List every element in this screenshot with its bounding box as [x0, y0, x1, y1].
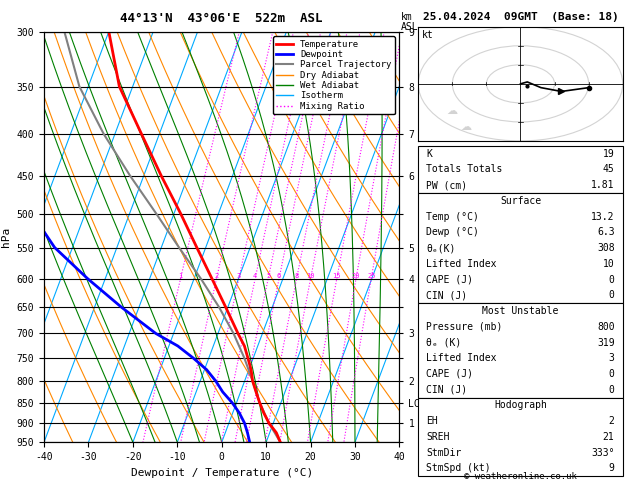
Bar	[418, 303, 623, 398]
Text: 333°: 333°	[591, 448, 615, 458]
Text: ☁: ☁	[447, 106, 458, 116]
Text: Surface: Surface	[500, 196, 541, 206]
Text: 45: 45	[603, 164, 615, 174]
Text: SREH: SREH	[426, 432, 450, 442]
X-axis label: Dewpoint / Temperature (°C): Dewpoint / Temperature (°C)	[131, 468, 313, 478]
Text: 21: 21	[603, 432, 615, 442]
Text: 3: 3	[609, 353, 615, 363]
Text: StmSpd (kt): StmSpd (kt)	[426, 464, 491, 473]
Text: Lifted Index: Lifted Index	[426, 353, 497, 363]
Text: 800: 800	[597, 322, 615, 332]
Text: CAPE (J): CAPE (J)	[426, 275, 474, 285]
Text: 308: 308	[597, 243, 615, 253]
Text: EH: EH	[426, 416, 438, 426]
Text: 25: 25	[367, 273, 376, 278]
Text: K: K	[426, 149, 432, 158]
Text: PW (cm): PW (cm)	[426, 180, 467, 190]
Text: 5: 5	[266, 273, 270, 278]
Bar	[418, 146, 623, 193]
Text: Totals Totals: Totals Totals	[426, 164, 503, 174]
Text: CIN (J): CIN (J)	[426, 290, 467, 300]
Text: Pressure (mb): Pressure (mb)	[426, 322, 503, 332]
Text: 10: 10	[603, 259, 615, 269]
Y-axis label: hPa: hPa	[1, 227, 11, 247]
Text: 1: 1	[179, 273, 182, 278]
Text: ☁: ☁	[460, 122, 472, 132]
Text: 20: 20	[352, 273, 360, 278]
Text: ASL: ASL	[401, 22, 419, 32]
Text: 6.3: 6.3	[597, 227, 615, 237]
Text: 0: 0	[609, 290, 615, 300]
Text: 9: 9	[609, 464, 615, 473]
Text: kt: kt	[423, 30, 434, 40]
Text: 3: 3	[237, 273, 241, 278]
Text: km: km	[401, 12, 413, 22]
Bar	[418, 193, 623, 303]
Text: 44°13'N  43°06'E  522m  ASL: 44°13'N 43°06'E 522m ASL	[121, 12, 323, 25]
Text: CIN (J): CIN (J)	[426, 385, 467, 395]
Text: Dewp (°C): Dewp (°C)	[426, 227, 479, 237]
Text: 8: 8	[294, 273, 299, 278]
Text: 1.81: 1.81	[591, 180, 615, 190]
Text: 0: 0	[609, 385, 615, 395]
Text: θₑ (K): θₑ (K)	[426, 337, 462, 347]
Text: 319: 319	[597, 337, 615, 347]
Text: 4: 4	[253, 273, 257, 278]
Bar	[418, 398, 623, 476]
Text: © weatheronline.co.uk: © weatheronline.co.uk	[464, 472, 577, 481]
Text: StmDir: StmDir	[426, 448, 462, 458]
Legend: Temperature, Dewpoint, Parcel Trajectory, Dry Adiabat, Wet Adiabat, Isotherm, Mi: Temperature, Dewpoint, Parcel Trajectory…	[273, 36, 395, 114]
Text: 25.04.2024  09GMT  (Base: 18): 25.04.2024 09GMT (Base: 18)	[423, 12, 618, 22]
Text: Most Unstable: Most Unstable	[482, 306, 559, 316]
Text: Hodograph: Hodograph	[494, 400, 547, 411]
Text: 13.2: 13.2	[591, 211, 615, 222]
Text: CAPE (J): CAPE (J)	[426, 369, 474, 379]
Text: 2: 2	[214, 273, 219, 278]
Text: 10: 10	[306, 273, 315, 278]
Text: 2: 2	[609, 416, 615, 426]
Text: 15: 15	[333, 273, 341, 278]
Text: 19: 19	[603, 149, 615, 158]
Text: 0: 0	[609, 275, 615, 285]
Text: 0: 0	[609, 369, 615, 379]
Text: Temp (°C): Temp (°C)	[426, 211, 479, 222]
Text: 6: 6	[277, 273, 281, 278]
Text: θₑ(K): θₑ(K)	[426, 243, 456, 253]
Text: Lifted Index: Lifted Index	[426, 259, 497, 269]
